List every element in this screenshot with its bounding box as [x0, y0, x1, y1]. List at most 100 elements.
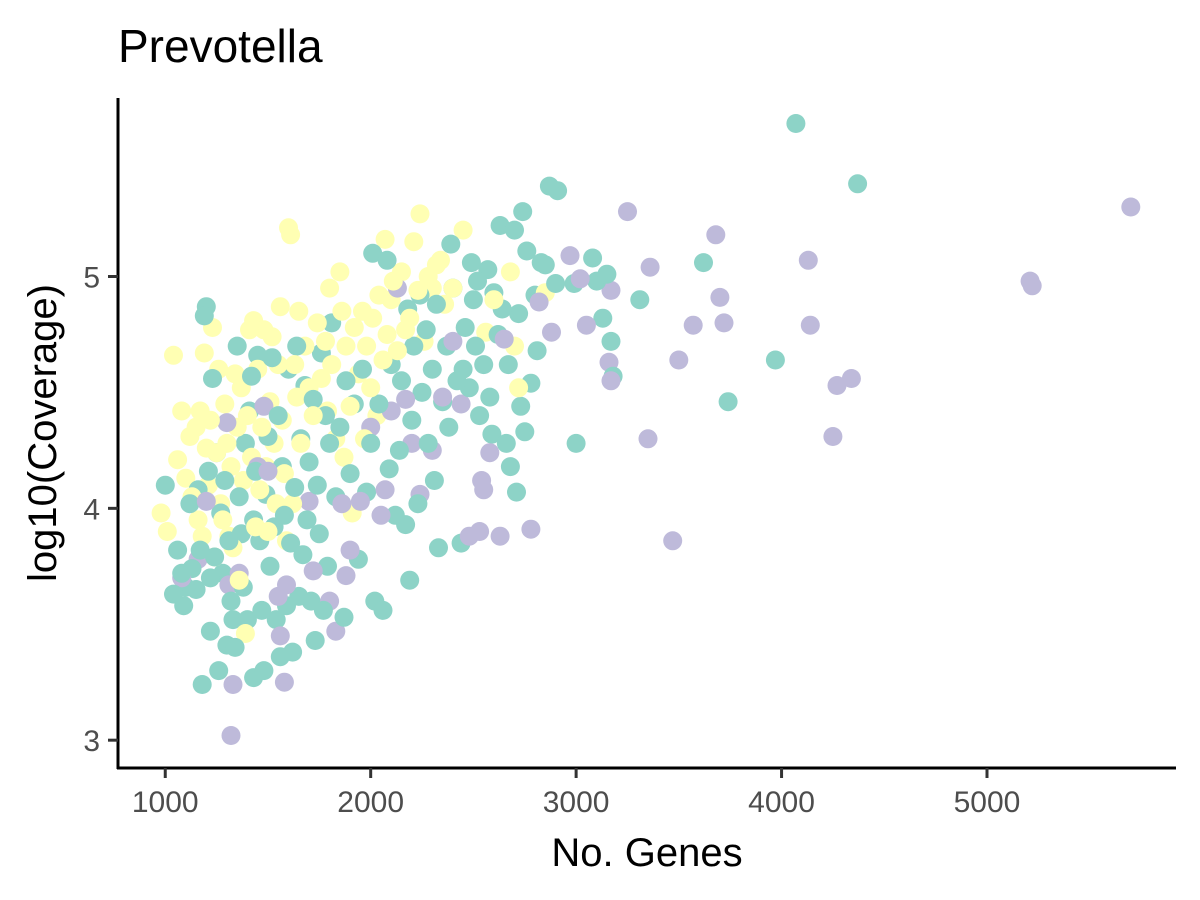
data-point — [583, 248, 603, 268]
data-point — [618, 202, 637, 222]
x-tick-label: 3000 — [543, 786, 610, 819]
data-point — [470, 406, 490, 426]
data-point — [164, 584, 183, 604]
data-point — [566, 433, 586, 453]
data-point — [373, 600, 393, 620]
data-point — [410, 204, 430, 224]
data-point — [498, 355, 518, 375]
data-point — [630, 290, 650, 310]
data-point — [527, 341, 547, 361]
data-point — [303, 406, 323, 426]
data-point — [196, 491, 216, 511]
data-point — [404, 336, 424, 356]
data-point — [507, 482, 526, 502]
y-tick-label: 3 — [83, 725, 100, 758]
data-point — [823, 427, 843, 446]
data-point — [494, 329, 514, 349]
data-point — [509, 304, 529, 324]
data-point — [285, 478, 305, 497]
data-point — [841, 369, 861, 388]
data-point — [798, 250, 818, 270]
data-point — [353, 301, 372, 321]
data-point — [373, 350, 393, 370]
data-point — [303, 389, 323, 409]
data-point — [468, 271, 487, 291]
data-point — [287, 336, 307, 356]
data-point — [205, 547, 225, 567]
data-point — [412, 382, 432, 402]
data-point — [593, 308, 613, 328]
data-point — [511, 396, 531, 416]
data-point — [500, 262, 520, 282]
data-point — [246, 517, 266, 537]
data-point — [203, 369, 222, 388]
data-point — [192, 526, 212, 546]
data-point — [198, 461, 218, 481]
data-point — [299, 452, 319, 472]
data-point — [765, 350, 785, 370]
data-point — [402, 410, 422, 430]
chart-title: Prevotella — [118, 20, 323, 72]
data-point — [357, 336, 377, 356]
y-axis-title: log10(Coverage) — [21, 284, 65, 582]
data-point — [240, 320, 259, 340]
data-point — [443, 278, 463, 298]
data-point — [330, 417, 350, 437]
data-point — [281, 533, 301, 553]
data-point — [155, 475, 175, 495]
data-point — [168, 450, 188, 470]
data-point — [250, 480, 270, 500]
data-point — [513, 202, 533, 222]
data-point — [714, 313, 734, 333]
x-axis-title: No. Genes — [551, 831, 742, 875]
data-point — [340, 396, 360, 416]
data-point — [242, 366, 261, 386]
data-point — [353, 359, 372, 379]
data-point — [268, 406, 288, 426]
data-point — [248, 345, 268, 365]
data-point — [377, 250, 397, 270]
data-point — [418, 433, 438, 453]
x-tick-label: 4000 — [748, 786, 815, 819]
data-point — [453, 220, 473, 240]
data-point — [320, 278, 340, 298]
data-point — [694, 253, 713, 273]
data-point — [299, 491, 319, 511]
data-point — [194, 306, 214, 326]
data-point — [517, 241, 537, 261]
data-point — [235, 624, 255, 643]
data-point — [500, 457, 520, 477]
data-point — [190, 540, 210, 560]
data-point — [307, 475, 327, 495]
data-point — [377, 325, 397, 344]
data-point — [270, 647, 290, 667]
data-point — [285, 355, 305, 375]
data-point — [252, 417, 272, 437]
data-point — [459, 526, 479, 546]
data-point — [1020, 271, 1040, 291]
data-point — [209, 661, 229, 681]
data-point — [309, 524, 329, 544]
data-point — [287, 387, 307, 407]
data-point — [225, 364, 245, 384]
data-point — [344, 318, 364, 337]
data-point — [320, 433, 340, 453]
data-point — [1121, 197, 1141, 217]
data-point — [237, 610, 257, 630]
data-point — [529, 292, 549, 312]
data-point — [274, 505, 294, 525]
data-point — [270, 297, 290, 317]
data-point — [268, 586, 288, 606]
data-point — [601, 331, 621, 351]
data-point — [416, 320, 436, 340]
data-point — [219, 531, 239, 551]
data-point — [340, 464, 360, 484]
data-point — [433, 387, 453, 407]
data-point — [570, 269, 590, 289]
data-point — [213, 510, 233, 530]
data-point — [330, 262, 350, 282]
data-point — [223, 675, 243, 694]
data-point — [451, 394, 471, 414]
data-point — [379, 459, 399, 479]
